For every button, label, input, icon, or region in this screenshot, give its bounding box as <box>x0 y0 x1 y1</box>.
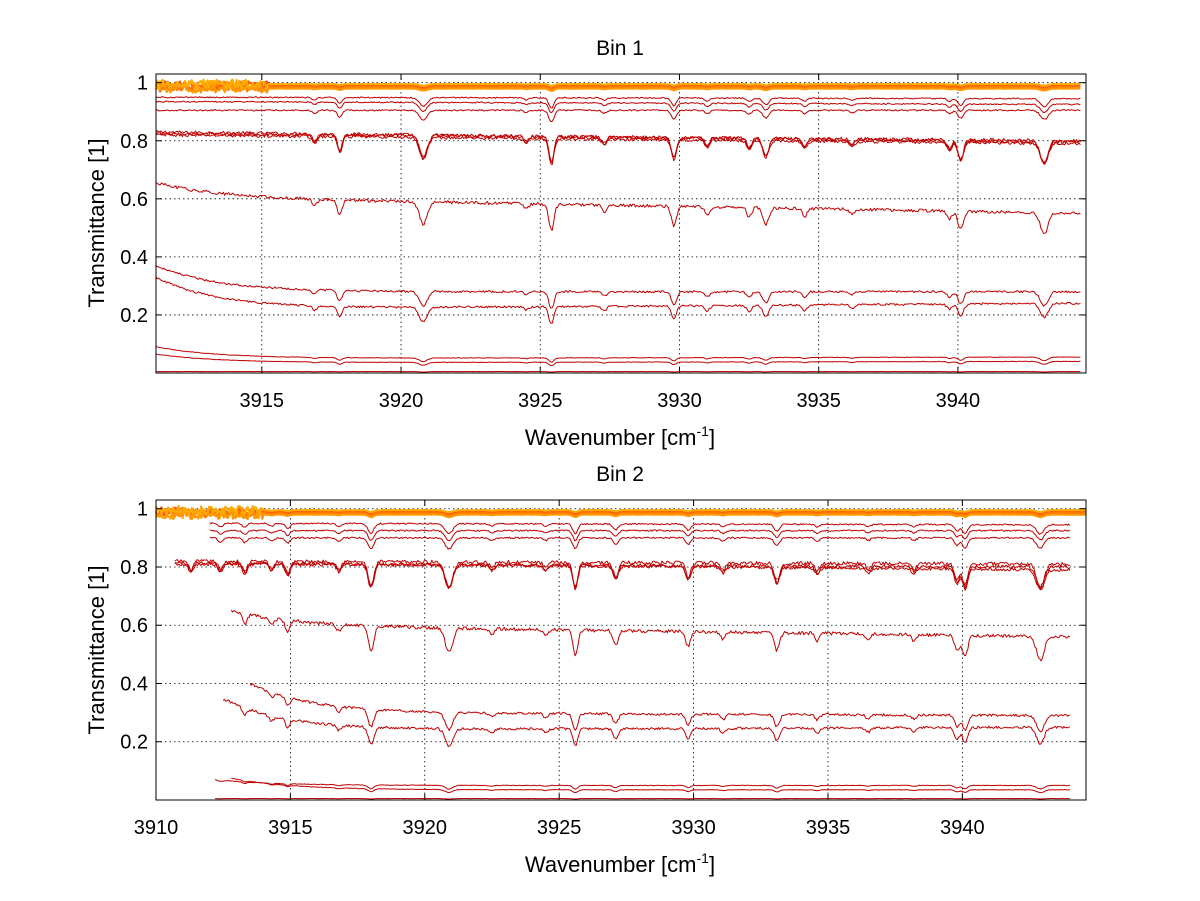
x-tick-label: 3935 <box>796 390 841 412</box>
x-tick-label: 3930 <box>657 390 702 412</box>
x-axis-label-text: Wavenumber [cm <box>525 852 697 877</box>
series-line <box>230 609 1071 662</box>
subplot-bin-2: Bin 2 3910 3915 3920 3925 3930 3935 3940 0.20.… <box>84 463 1087 877</box>
series-line <box>155 109 1081 123</box>
series-layer <box>154 78 1081 373</box>
series-line <box>155 96 1081 109</box>
x-axis-label-text: Wavenumber [cm <box>525 425 697 450</box>
y-tick-label: 0.4 <box>120 673 148 695</box>
series-line <box>154 78 1081 90</box>
series-line <box>155 182 1081 234</box>
y-tick-label: 0.6 <box>120 615 148 637</box>
series-line <box>155 346 1081 363</box>
series-line <box>214 779 1070 790</box>
series-line <box>174 562 1071 591</box>
series-line <box>155 264 1081 309</box>
y-tick-layer: 0.2 0.4 0.6 0.8 1 <box>120 73 1086 327</box>
series-line <box>209 536 1071 550</box>
series-line <box>154 83 1081 94</box>
x-tick-label: 3940 <box>936 390 981 412</box>
series-line <box>215 798 1070 800</box>
series-line <box>155 507 1087 519</box>
x-axis-label-close: ] <box>709 425 715 450</box>
subplot-bin-1: Bin 1 3915 3920 3925 3930 3935 3940 0.2 0.4 0.6… <box>84 37 1087 450</box>
x-tick-label: 3925 <box>537 817 582 839</box>
series-line <box>155 133 1081 165</box>
y-tick-label: 0.2 <box>120 732 148 754</box>
series-line <box>222 698 1071 748</box>
series-line <box>155 81 1081 93</box>
y-tick-label: 1 <box>137 499 148 521</box>
y-axis-label: Transmittance [1] <box>84 138 109 307</box>
x-tick-label: 3915 <box>240 390 285 412</box>
x-tick-label: 3935 <box>806 817 851 839</box>
series-line <box>209 529 1071 542</box>
series-line <box>209 522 1071 535</box>
chart-title: Bin 2 <box>596 463 644 486</box>
y-axis-label: Transmittance [1] <box>84 565 109 734</box>
series-line <box>154 505 1087 516</box>
x-tick-label: 3925 <box>518 390 563 412</box>
x-tick-label: 3915 <box>268 817 313 839</box>
x-axis-label: Wavenumber [cm-1] <box>525 850 715 877</box>
y-tick-label: 0.8 <box>120 557 148 579</box>
series-line <box>155 100 1081 114</box>
series-line <box>155 131 1081 166</box>
x-tick-label: 3930 <box>671 817 716 839</box>
y-tick-label: 0.8 <box>120 131 148 153</box>
x-axis-label-superscript: -1 <box>697 423 710 439</box>
x-tick-label: 3910 <box>134 817 179 839</box>
y-tick-label: 0.2 <box>120 305 148 327</box>
chart-title: Bin 1 <box>596 37 644 60</box>
series-line <box>155 509 1087 521</box>
x-axis-label-superscript: -1 <box>697 850 710 866</box>
y-tick-label: 0.4 <box>120 247 148 269</box>
x-tick-label: 3920 <box>403 817 448 839</box>
series-line <box>249 683 1070 733</box>
x-axis-label: Wavenumber [cm-1] <box>525 423 715 450</box>
x-tick-layer: 3915 3920 3925 3930 3935 3940 <box>240 74 981 412</box>
series-line <box>155 276 1081 324</box>
series-line <box>174 559 1070 589</box>
series-line <box>155 80 1081 92</box>
x-tick-label: 3920 <box>379 390 424 412</box>
axes-frame <box>155 499 1087 801</box>
series-layer <box>154 505 1087 800</box>
y-tick-layer: 0.2 0.4 0.6 0.8 1 <box>120 499 1086 754</box>
series-line <box>155 353 1081 366</box>
x-tick-label: 3940 <box>940 817 985 839</box>
series-line <box>231 777 1071 794</box>
axes-frame <box>155 73 1087 374</box>
y-tick-label: 0.6 <box>120 189 148 211</box>
series-line <box>174 560 1071 591</box>
series-line <box>154 506 1086 518</box>
x-tick-layer: 3910 3915 3920 3925 3930 3935 3940 <box>134 500 985 839</box>
series-line <box>155 371 1081 373</box>
y-tick-label: 1 <box>137 73 148 95</box>
x-axis-label-close: ] <box>709 852 715 877</box>
